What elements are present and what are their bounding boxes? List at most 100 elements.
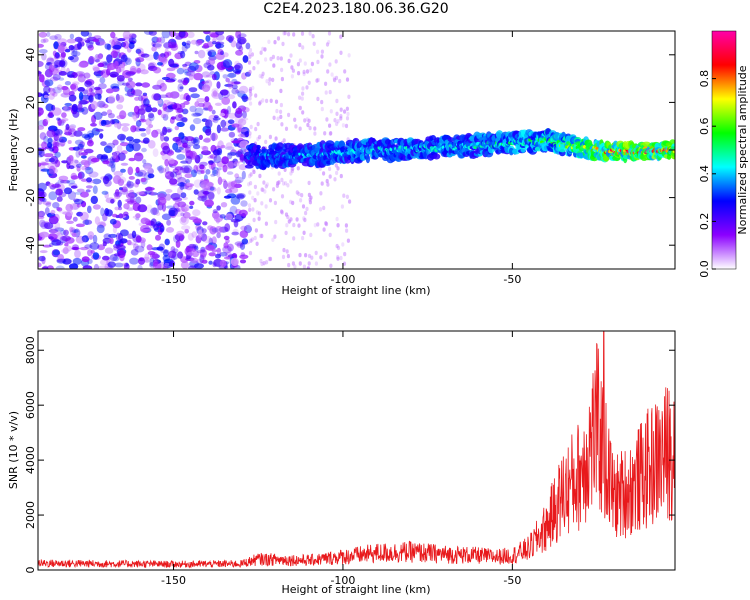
noise-mark (112, 44, 122, 50)
noise-mark (38, 143, 42, 147)
noise-mark (103, 145, 113, 154)
noise-mark (226, 94, 236, 100)
noise-mark (70, 175, 79, 180)
noise-mark (259, 50, 263, 55)
noise-mark (230, 196, 241, 205)
noise-mark (212, 40, 217, 45)
noise-mark (201, 71, 211, 78)
noise-mark (335, 170, 339, 176)
noise-mark (284, 230, 288, 236)
noise-mark (76, 166, 81, 172)
noise-mark (184, 228, 189, 234)
noise-mark (247, 60, 252, 65)
noise-mark (104, 247, 114, 254)
noise-mark (248, 131, 252, 136)
noise-mark (333, 77, 337, 83)
noise-mark (339, 255, 343, 261)
noise-mark (227, 119, 235, 124)
noise-mark (283, 31, 287, 36)
noise-mark (77, 127, 86, 132)
noise-mark (53, 41, 59, 50)
noise-mark (177, 182, 187, 187)
noise-mark (234, 176, 244, 184)
noise-mark (64, 102, 72, 107)
noise-mark (249, 238, 253, 243)
noise-mark (345, 228, 349, 233)
noise-mark (40, 191, 47, 198)
x-tick-label: -100 (330, 273, 355, 286)
noise-mark (293, 264, 297, 269)
noise-mark (135, 213, 141, 219)
noise-mark (205, 169, 211, 175)
x-tick-label: -50 (503, 574, 521, 587)
noise-mark (279, 56, 283, 61)
noise-mark (81, 236, 87, 243)
noise-mark (91, 114, 97, 124)
noise-mark (122, 41, 130, 49)
noise-mark (287, 219, 291, 224)
noise-mark (211, 73, 217, 81)
noise-mark (126, 239, 132, 246)
noise-mark (327, 40, 331, 45)
noise-mark (208, 58, 216, 65)
noise-mark (84, 244, 93, 249)
noise-mark (255, 241, 259, 246)
noise-mark (117, 38, 126, 42)
noise-mark (251, 195, 255, 201)
noise-mark (94, 93, 102, 100)
noise-mark (316, 59, 320, 65)
noise-mark (306, 122, 310, 128)
noise-mark (335, 121, 339, 127)
noise-mark (215, 43, 225, 49)
noise-mark (261, 71, 265, 77)
noise-mark (195, 223, 202, 231)
noise-mark (223, 195, 232, 199)
noise-mark (188, 62, 199, 71)
noise-mark (340, 204, 344, 209)
noise-mark (45, 103, 54, 112)
noise-mark (46, 31, 51, 37)
noise-mark (343, 251, 347, 257)
noise-mark (254, 126, 258, 132)
noise-mark (192, 244, 199, 250)
noise-mark (289, 199, 293, 205)
noise-mark (119, 238, 128, 244)
noise-mark (48, 148, 55, 152)
noise-mark (201, 150, 211, 156)
noise-mark (124, 92, 134, 97)
noise-mark (284, 126, 289, 131)
noise-mark (176, 67, 185, 75)
noise-mark (180, 117, 188, 122)
noise-mark (75, 223, 85, 228)
noise-mark (250, 237, 255, 242)
noise-mark (81, 151, 88, 156)
noise-mark (336, 223, 340, 228)
noise-mark (58, 136, 67, 143)
noise-mark (213, 214, 224, 223)
noise-mark (301, 91, 305, 96)
noise-mark (100, 207, 105, 217)
noise-mark (302, 69, 306, 75)
noise-mark (225, 35, 235, 42)
noise-mark (217, 176, 223, 185)
noise-mark (297, 71, 301, 76)
noise-mark (52, 202, 60, 209)
noise-mark (311, 34, 315, 39)
y-tick-label: 0 (24, 567, 37, 574)
noise-mark (61, 112, 67, 118)
noise-mark (94, 216, 100, 225)
noise-mark (81, 235, 90, 243)
noise-mark (107, 95, 116, 104)
noise-mark (151, 129, 159, 138)
noise-mark (209, 186, 215, 191)
noise-mark (258, 134, 262, 140)
noise-mark (218, 92, 224, 100)
noise-mark (79, 246, 89, 251)
noise-mark (126, 200, 137, 205)
noise-mark (248, 69, 252, 75)
noise-mark (212, 149, 221, 156)
noise-mark (253, 198, 257, 203)
noise-mark (140, 217, 149, 225)
noise-mark (128, 41, 135, 50)
noise-mark (219, 252, 228, 257)
